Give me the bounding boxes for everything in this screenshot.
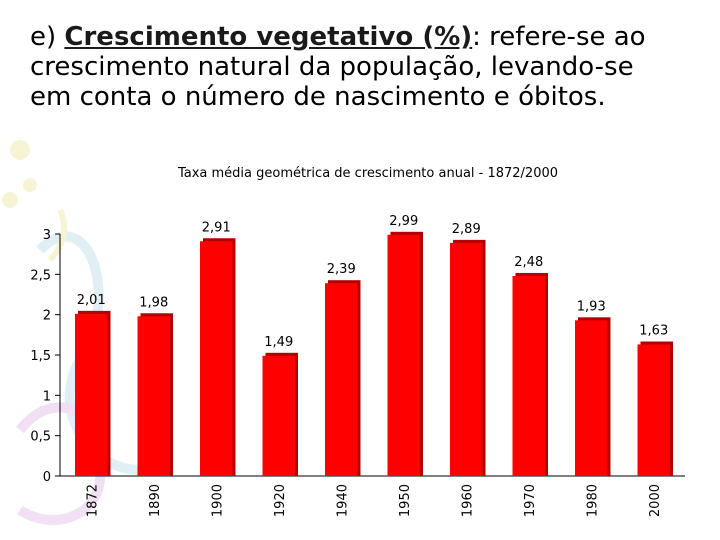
y-tick-label: 0,5 (30, 430, 51, 445)
bar (325, 283, 358, 476)
x-tick-label: 1890 (148, 484, 163, 517)
bar-group: 2,91 1900 (200, 220, 236, 517)
bar (387, 234, 420, 476)
bar (262, 355, 295, 476)
heading-line2: crescimento natural da população, levand… (30, 52, 634, 82)
x-tick-label: 1970 (523, 484, 538, 517)
chart-title: Taxa média geométrica de crescimento anu… (177, 166, 558, 181)
bar-value-label: 2,39 (327, 262, 356, 277)
bar-value-label: 1,98 (139, 295, 168, 310)
bar-value-label: 2,99 (389, 214, 418, 229)
y-tick-label: 2,5 (30, 268, 51, 283)
bar-group: 2,48 1970 (512, 255, 548, 517)
bar-value-label: 1,63 (639, 324, 668, 339)
bar-value-label: 2,01 (77, 293, 106, 308)
x-tick-label: 1980 (585, 484, 600, 517)
x-tick-label: 1920 (273, 484, 288, 517)
bar-group: 2,01 1872 (75, 293, 111, 517)
y-tick-label: 0 (43, 470, 51, 485)
y-tick-label: 1,5 (30, 349, 51, 364)
x-tick-label: 1940 (335, 484, 350, 517)
bar-group: 1,49 1920 (262, 335, 298, 517)
x-tick-label: 1960 (460, 484, 475, 517)
bar-group: 2,89 1960 (450, 222, 486, 517)
x-tick-label: 2000 (648, 484, 663, 517)
bar-group: 1,63 2000 (637, 324, 673, 517)
heading-term: Crescimento vegetativo (%) (64, 22, 473, 52)
bar-value-label: 2,89 (452, 222, 481, 237)
bar-group: 2,39 1940 (325, 262, 361, 517)
bar (575, 320, 608, 476)
y-axis: 0 0,5 1 1,5 2 2,5 3 (30, 228, 61, 485)
y-tick-label: 2 (43, 309, 51, 324)
bar-group: 1,93 1980 (575, 299, 611, 517)
x-tick-label: 1872 (85, 484, 100, 517)
bar (450, 242, 483, 476)
bar-value-label: 1,49 (264, 335, 293, 350)
bar-group: 1,98 1890 (137, 295, 173, 517)
heading-prefix: e) (30, 22, 65, 52)
bar (637, 344, 670, 476)
bar (137, 316, 170, 476)
bar-value-label: 2,91 (202, 220, 231, 235)
x-tick-label: 1900 (210, 484, 225, 517)
heading-line1-rest: : refere-se ao (472, 22, 646, 52)
bar-value-label: 2,48 (514, 255, 543, 270)
bar-group: 2,99 1950 (387, 214, 423, 517)
heading-line3: em conta o número de nascimento e óbitos… (30, 82, 606, 112)
bar (512, 275, 545, 476)
bars: 2,01 1872 1,98 1890 2,91 1900 1,49 1920 2,39 1940… (75, 214, 673, 517)
y-tick-label: 3 (43, 228, 51, 243)
x-tick-label: 1950 (398, 484, 413, 517)
bar (75, 313, 108, 476)
y-tick-label: 1 (43, 389, 51, 404)
bar (200, 241, 233, 476)
bar-value-label: 1,93 (577, 299, 606, 314)
slide-heading: e) Crescimento vegetativo (%): refere-se… (30, 22, 715, 112)
